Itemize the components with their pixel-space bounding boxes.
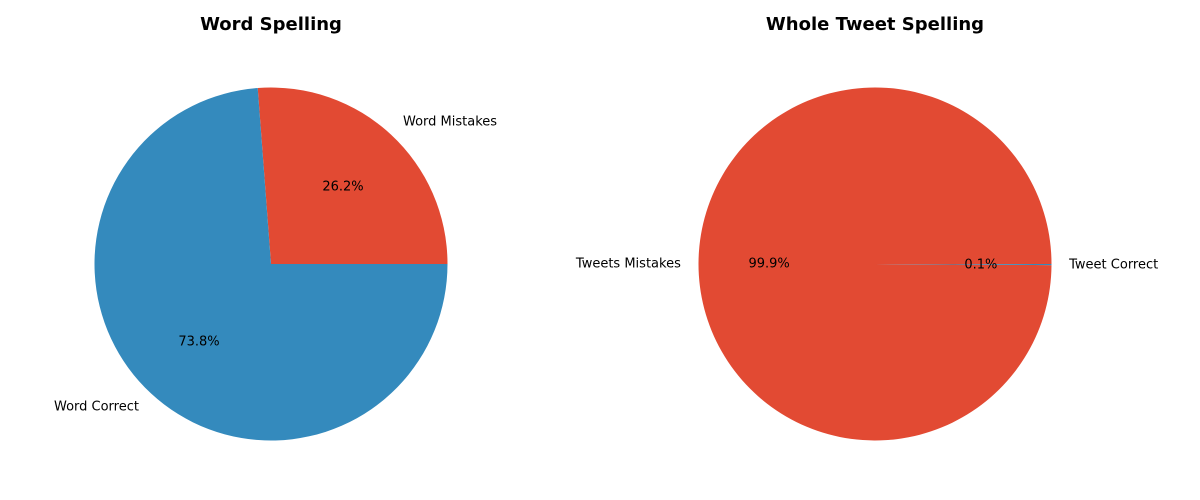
slice-pct-tweets-mistakes: 99.9%: [748, 257, 789, 272]
pie-chart-word-spelling: Word Spelling Word Mistakes Word Correct…: [54, 14, 497, 441]
slice-pct-word-correct: 73.8%: [178, 335, 219, 350]
slice-word-mistakes: [257, 87, 448, 264]
slice-label-tweets-mistakes: Tweets Mistakes: [575, 256, 681, 271]
chart-title-word-spelling: Word Spelling: [200, 14, 342, 35]
slice-tweet-correct: [875, 264, 1052, 266]
slice-tweets-mistakes: [698, 87, 1052, 441]
slice-label-word-correct: Word Correct: [54, 399, 139, 414]
slice-pct-word-mistakes: 26.2%: [322, 179, 363, 194]
pie-chart-whole-tweet-spelling: Whole Tweet Spelling Tweets Mistakes Twe…: [575, 14, 1158, 441]
chart-title-whole-tweet-spelling: Whole Tweet Spelling: [766, 14, 984, 35]
slice-label-tweet-correct: Tweet Correct: [1068, 258, 1158, 273]
slice-label-word-mistakes: Word Mistakes: [403, 115, 497, 130]
slice-pct-tweet-correct: 0.1%: [964, 257, 997, 272]
slice-word-correct: [94, 88, 448, 441]
